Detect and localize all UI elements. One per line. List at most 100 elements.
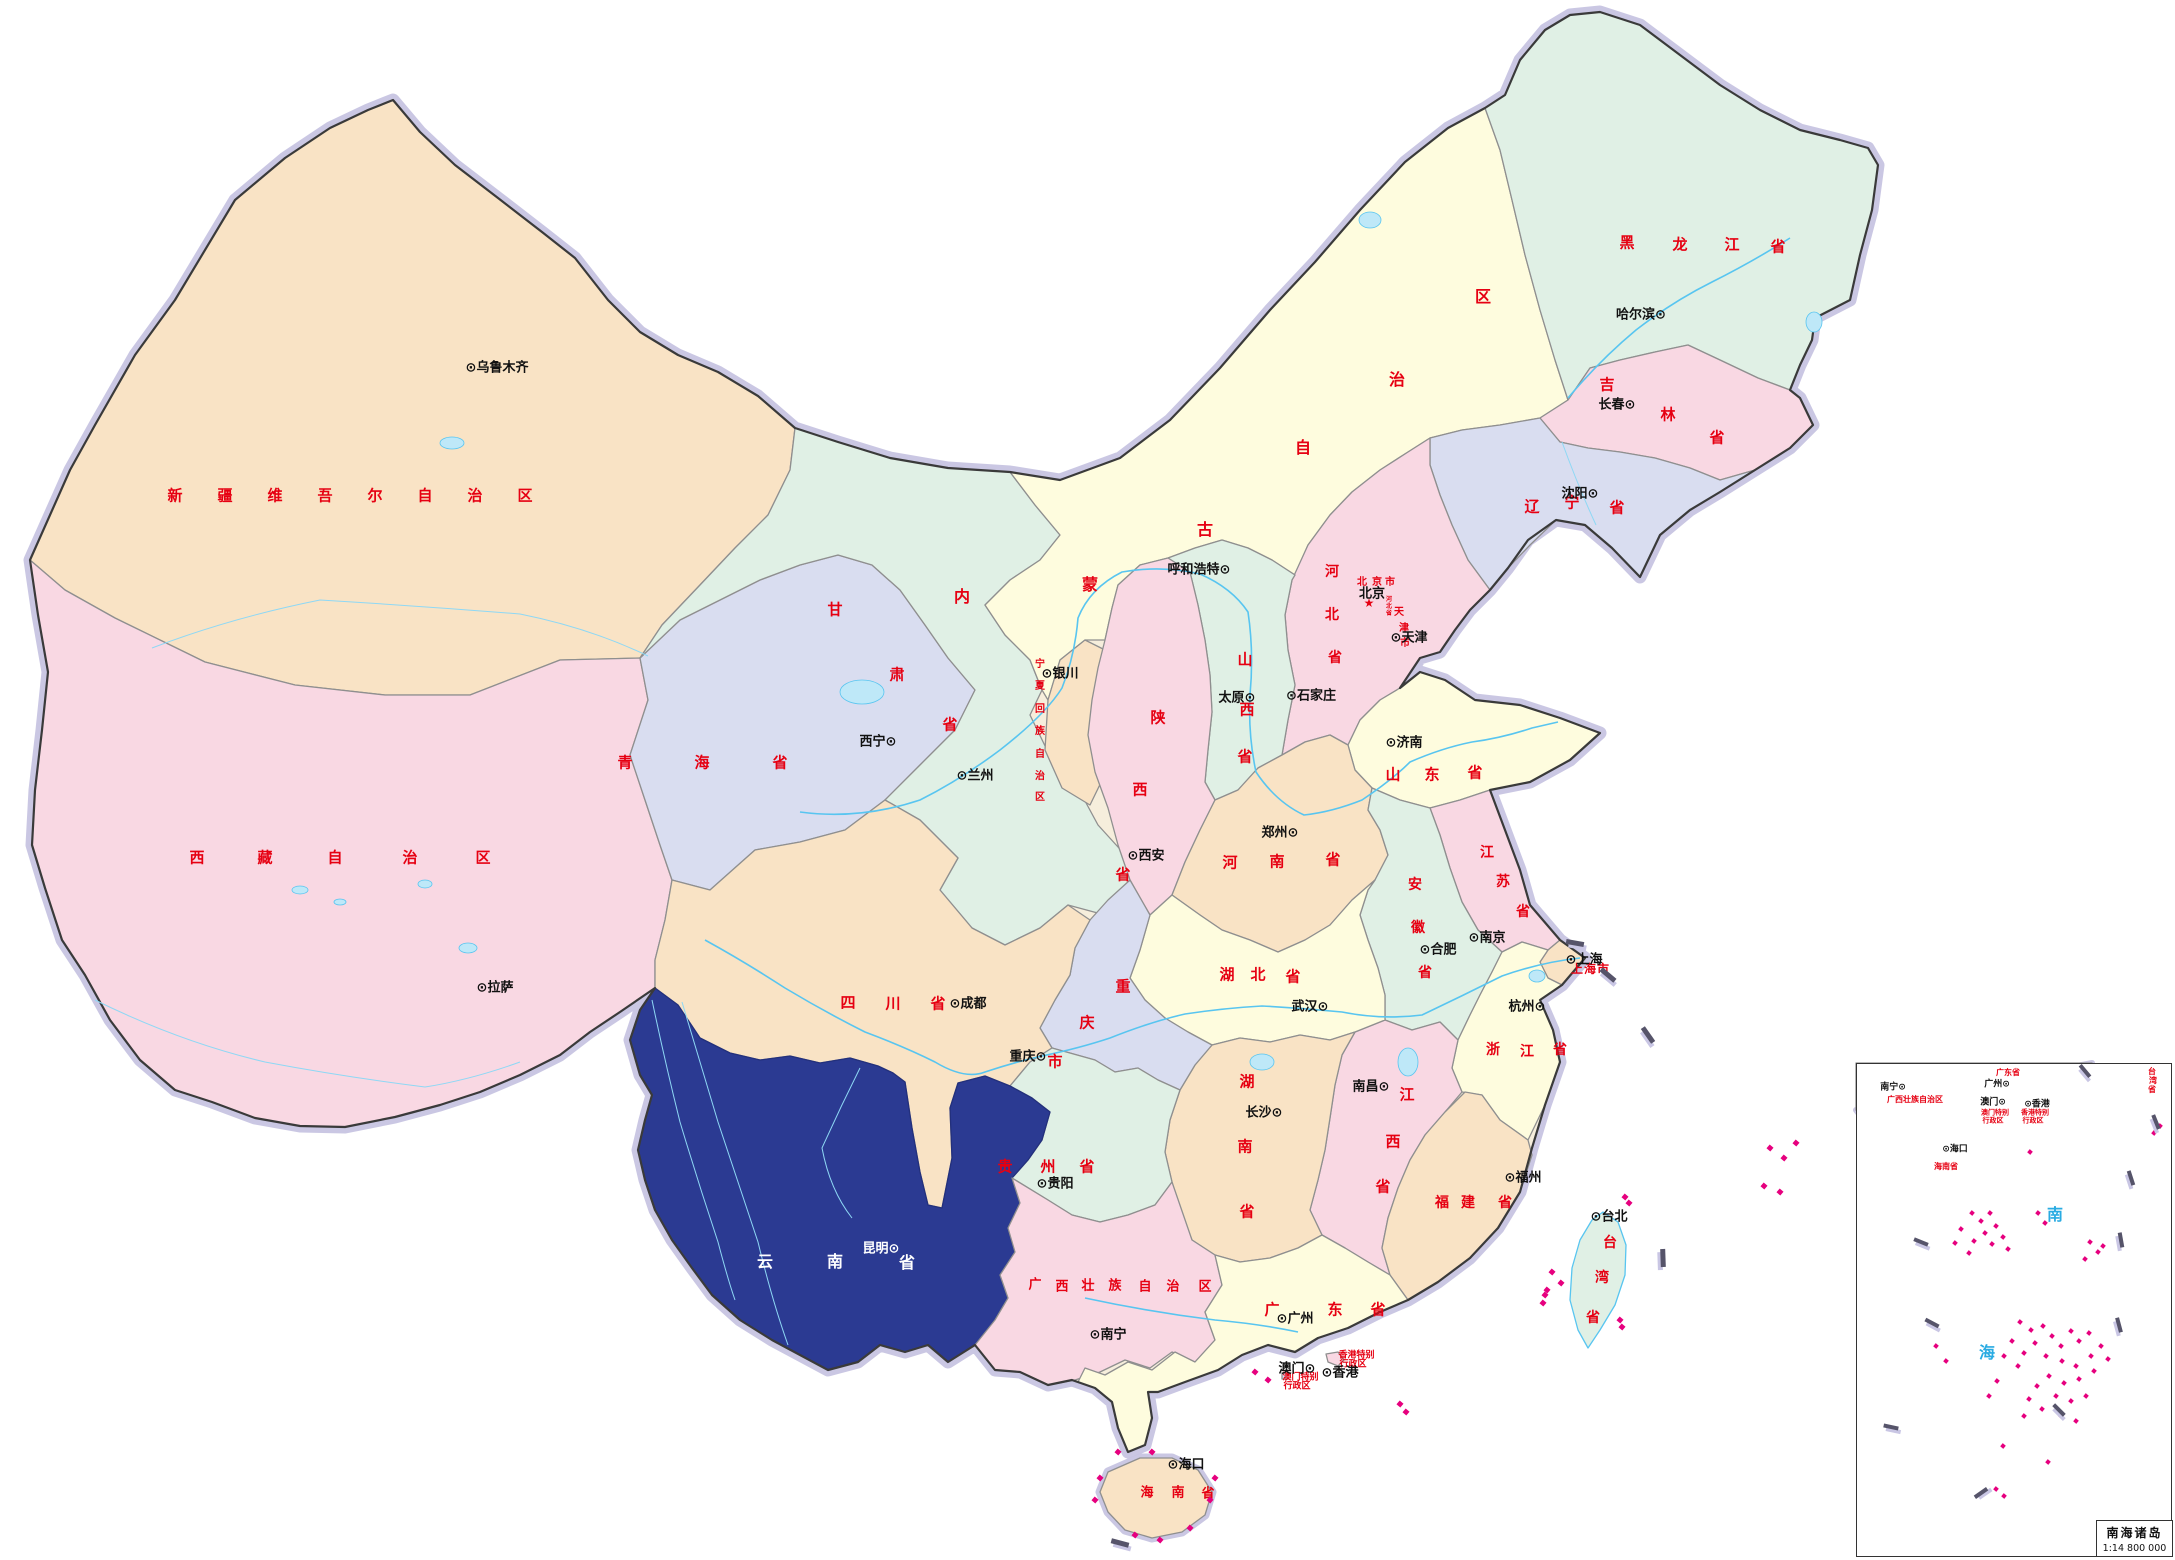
inset-label-澳门: 澳门⊙ (1980, 1097, 2006, 1108)
yarlung-river (94, 999, 521, 1088)
rivers-group (94, 237, 1791, 1346)
province-label-香港特别行政区: 别 (1365, 1350, 1375, 1361)
boundary-dash-mark (1660, 1248, 1666, 1268)
city-成都[interactable]: ⊙成都 (949, 996, 987, 1012)
inset-label-南宁: 南宁⊙ (1880, 1082, 1906, 1093)
province-label-江西省: 江 (1399, 1085, 1415, 1104)
province-label-广西壮族自治区: 族 (1108, 1278, 1122, 1294)
lancang-river (681, 1001, 789, 1346)
province-label-云南省: 省 (898, 1253, 916, 1272)
province-label-台湾省: 台 (1603, 1235, 1617, 1251)
city-兰州[interactable]: ⊙兰州 (956, 768, 994, 784)
city-北京[interactable]: 北京 (1358, 586, 1386, 602)
inset-label-香港: ⊙香港 (2024, 1099, 2050, 1110)
province-label-江苏省: 省 (1516, 904, 1530, 920)
region-hongkong[interactable] (1325, 1351, 1345, 1367)
province-guangxi[interactable] (974, 1177, 1223, 1386)
inset-title: 南海诸岛 (2106, 1526, 2163, 1540)
province-label-湖北省: 北 (1250, 965, 1266, 984)
province-label-内蒙古自治区: 自 (1294, 438, 1312, 457)
province-label-新疆维吾尔自治区: 疆 (217, 486, 233, 505)
province-label-海南省: 南 (1171, 1485, 1185, 1501)
city-银川[interactable]: ⊙银川 (1041, 666, 1079, 682)
province-label-重庆市: 庆 (1079, 1013, 1095, 1032)
city-武汉[interactable]: 武汉⊙ (1291, 999, 1329, 1015)
dongting-lake (1249, 1053, 1275, 1071)
city-太原[interactable]: 太原⊙ (1218, 690, 1256, 706)
province-label-新疆维吾尔自治区: 治 (467, 486, 483, 505)
province-label-澳门特别行政区2: 行 (1283, 1381, 1293, 1392)
province-label-吉林省: 吉 (1599, 375, 1615, 394)
city-澳门[interactable]: 澳门⊙ (1278, 1361, 1316, 1377)
province-label-福建省: 建 (1461, 1195, 1475, 1211)
province-label-山东省: 东 (1424, 765, 1440, 784)
inset-label-海口: ⊙海口 (1942, 1144, 1968, 1155)
inset-sea-label-南: 南 (2046, 1205, 2064, 1224)
city-天津[interactable]: ⊙天津 (1390, 630, 1428, 646)
city-西安[interactable]: ⊙西安 (1127, 848, 1165, 864)
province-label-广西壮族自治区: 西 (1055, 1279, 1069, 1295)
province-label-安徽省: 安 (1408, 877, 1422, 893)
city-南宁[interactable]: ⊙南宁 (1089, 1327, 1127, 1343)
province-taiwan[interactable] (1569, 1211, 1627, 1349)
province-label-宁夏回族自治区: 宁 (1035, 659, 1045, 670)
city-石家庄[interactable]: ⊙石家庄 (1286, 688, 1336, 704)
city-沈阳[interactable]: 沈阳⊙ (1561, 486, 1599, 502)
inset-label-行政区: 行政区 (1982, 1116, 2004, 1125)
province-label-西藏自治区: 自 (327, 848, 343, 867)
city-杭州[interactable]: 杭州⊙ (1508, 999, 1546, 1015)
province-label-新疆维吾尔自治区: 区 (517, 486, 533, 505)
city-昆明[interactable]: 昆明⊙ (862, 1241, 900, 1257)
province-label-河北省小字: 省 (1385, 610, 1393, 617)
city-重庆[interactable]: 重庆⊙ (1009, 1049, 1047, 1065)
city-南京[interactable]: ⊙南京 (1468, 930, 1506, 946)
inset-label-台: 台 (2148, 1067, 2156, 1076)
province-label-陕西省: 省 (1115, 865, 1131, 884)
province-label-四川省: 川 (885, 994, 901, 1013)
city-上海[interactable]: ⊙上海 (1565, 952, 1603, 968)
province-label-湖北省: 省 (1285, 967, 1301, 986)
province-label-北京市: 市 (1385, 577, 1395, 588)
city-香港[interactable]: ⊙香港 (1321, 1365, 1359, 1381)
province-label-湖南省: 湖 (1239, 1072, 1255, 1091)
city-郑州[interactable]: 郑州⊙ (1261, 825, 1299, 841)
province-label-宁夏回族自治区: 夏 (1035, 681, 1045, 692)
province-label-西藏自治区: 治 (402, 848, 418, 867)
city-呼和浩特[interactable]: 呼和浩特⊙ (1167, 562, 1231, 578)
city-济南[interactable]: ⊙济南 (1385, 735, 1423, 751)
province-label-天津市: 津 (1399, 623, 1409, 634)
city-乌鲁木齐[interactable]: ⊙乌鲁木齐 (465, 360, 529, 376)
yangtze-river (704, 939, 1581, 1076)
province-label-西藏自治区: 区 (475, 848, 491, 867)
city-台北[interactable]: ⊙台北 (1590, 1209, 1628, 1225)
province-label-山东省: 省 (1467, 763, 1483, 782)
city-拉萨[interactable]: ⊙拉萨 (476, 980, 514, 996)
city-海口[interactable]: ⊙海口 (1167, 1457, 1205, 1473)
city-广州[interactable]: ⊙广州 (1276, 1311, 1314, 1327)
province-hainan[interactable] (1095, 1453, 1217, 1543)
city-长沙[interactable]: 长沙⊙ (1245, 1105, 1283, 1121)
city-贵阳[interactable]: ⊙贵阳 (1036, 1176, 1074, 1192)
province-label-江苏省: 江 (1480, 845, 1494, 861)
province-label-北京市: 北 (1357, 577, 1367, 588)
province-label-天津市: 市 (1400, 638, 1410, 649)
tibet-lake-4 (458, 942, 478, 954)
province-label-四川省: 四 (840, 993, 856, 1012)
region-macau[interactable] (1281, 1372, 1289, 1380)
province-label-香港特别行政区: 港 (1347, 1350, 1357, 1361)
city-合肥[interactable]: ⊙合肥 (1419, 942, 1457, 958)
tarim-river (151, 599, 649, 657)
city-福州[interactable]: ⊙福州 (1504, 1170, 1542, 1186)
province-label-宁夏回族自治区: 回 (1035, 704, 1045, 715)
province-label-浙江省: 省 (1553, 1042, 1567, 1058)
province-label-辽宁省: 宁 (1564, 493, 1580, 512)
city-西宁[interactable]: 西宁⊙ (859, 734, 897, 750)
tai-lake (1528, 969, 1546, 983)
city-长春[interactable]: 长春⊙ (1598, 397, 1636, 413)
province-label-湖北省: 湖 (1219, 965, 1235, 984)
city-哈尔滨[interactable]: 哈尔滨⊙ (1616, 307, 1666, 323)
province-label-香港特别行政区2: 行 (1339, 1359, 1349, 1370)
city-南昌[interactable]: 南昌⊙ (1352, 1079, 1390, 1095)
province-label-吉林省: 省 (1709, 428, 1725, 447)
province-label-福建省: 福 (1435, 1195, 1449, 1211)
